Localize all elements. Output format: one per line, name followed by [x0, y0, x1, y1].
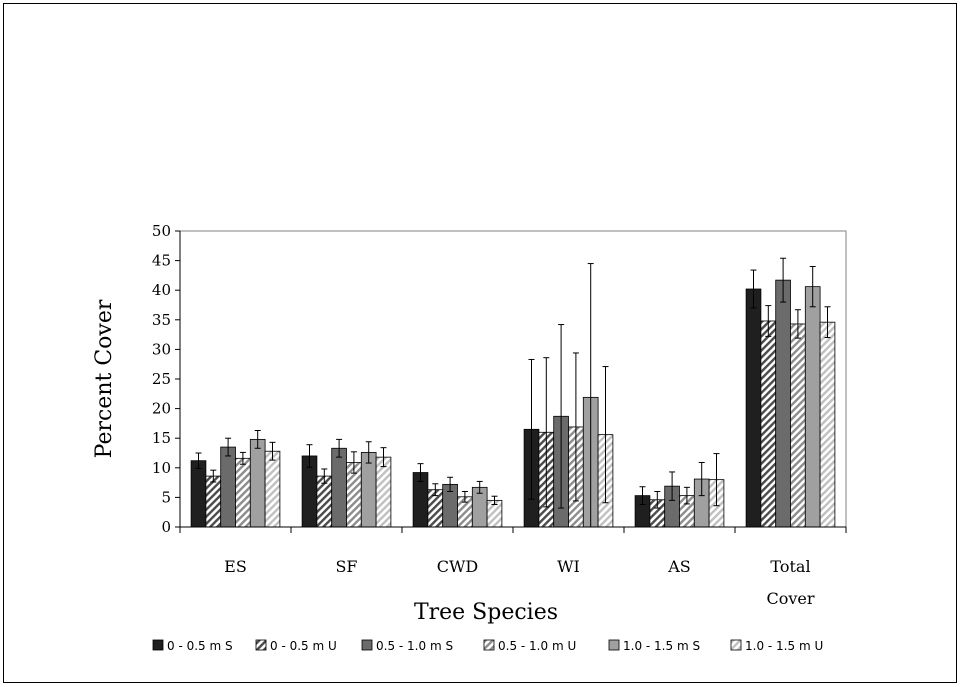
x-category-label: ES	[224, 557, 247, 576]
bars-layer	[190, 279, 836, 528]
y-tick-label: 45	[152, 252, 171, 270]
bar	[819, 321, 836, 528]
legend-label: 0 - 0.5 m U	[270, 639, 337, 653]
legend-swatch	[483, 639, 495, 651]
bar	[220, 446, 236, 528]
bar	[360, 452, 377, 528]
y-axis-title: Percent Cover	[92, 299, 117, 458]
x-category-label: CWD	[437, 557, 479, 576]
bar	[249, 438, 266, 528]
legend: 0 - 0.5 m S 0 - 0.5 m U 0.5 - 1.0 m S 0.5 -…	[152, 639, 823, 653]
y-tick-label: 50	[152, 222, 171, 240]
y-tick-label: 20	[152, 400, 171, 418]
x-category-label: Total	[770, 557, 810, 576]
x-axis-title: Tree Species	[414, 600, 558, 625]
bar	[804, 286, 821, 528]
bar	[316, 475, 333, 528]
bar	[375, 456, 392, 528]
y-tick-label: 30	[152, 340, 171, 358]
bar	[331, 447, 347, 528]
error-bars-layer	[195, 257, 831, 528]
legend-swatch	[152, 639, 164, 651]
legend-label: 0.5 - 1.0 m U	[498, 639, 576, 653]
x-axis: ES SF CWD WI AS Total Cover	[179, 526, 847, 608]
x-category-label: AS	[667, 557, 691, 576]
bar	[760, 320, 777, 528]
legend-label: 1.0 - 1.5 m U	[745, 639, 823, 653]
legend-label: 0.5 - 1.0 m S	[376, 639, 453, 653]
bar	[235, 457, 251, 528]
legend-swatch	[730, 639, 742, 651]
x-category-label: WI	[557, 557, 580, 576]
y-axis: 0 5 10 15 20 25 30 35 40 45 50	[152, 222, 181, 536]
plot-area	[179, 230, 847, 528]
y-tick-label: 0	[161, 518, 171, 536]
bar	[745, 288, 762, 528]
legend-label: 1.0 - 1.5 m S	[623, 639, 700, 653]
legend-label: 0 - 0.5 m S	[167, 639, 233, 653]
y-tick-label: 25	[152, 370, 171, 388]
y-tick-label: 5	[161, 488, 171, 506]
bar	[790, 323, 806, 528]
bar	[264, 450, 281, 528]
y-tick-label: 15	[152, 429, 171, 447]
bar	[775, 279, 791, 528]
legend-swatch	[255, 639, 267, 651]
legend-swatch	[361, 639, 373, 651]
bar	[205, 475, 222, 528]
legend-swatch	[608, 639, 620, 651]
x-category-label: SF	[335, 557, 357, 576]
y-tick-label: 10	[152, 459, 171, 477]
y-tick-label: 40	[152, 281, 171, 299]
x-category-label: Cover	[766, 589, 814, 608]
y-tick-label: 35	[152, 311, 171, 329]
bar	[190, 460, 207, 528]
